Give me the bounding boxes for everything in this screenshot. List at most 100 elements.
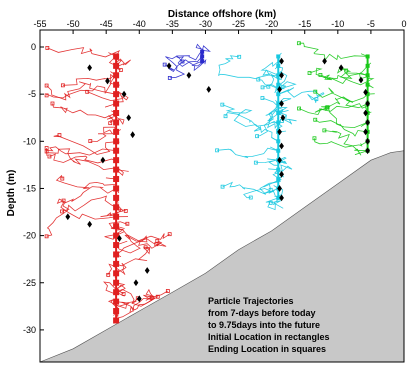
y-tick-label: -15 [23,183,36,193]
annotation-line-5: Ending Location in squares [208,344,326,354]
x-tick-label: -35 [166,19,179,29]
x-tick-label: -30 [199,19,212,29]
initial-location-rect [200,59,205,64]
y-tick-label: -30 [23,325,36,335]
initial-location-rect [113,317,120,324]
end-diamond-marker [363,128,368,136]
end-diamond-marker [87,220,93,228]
initial-location-rect [276,167,281,172]
y-tick-label: -5 [28,89,36,99]
end-location-square [260,85,265,90]
end-location-square [260,96,265,100]
x-tick-label: -25 [232,19,245,29]
annotation-line-2: from 7-days before today [208,308,316,318]
x-tick-label: -15 [298,19,311,29]
annotation-line-3: to 9.75days into the future [208,320,320,330]
end-diamond-marker [87,64,93,72]
initial-location-rect [365,63,370,68]
y-tick-label: -25 [23,278,36,288]
trajectory-line [61,186,117,212]
end-diamond-marker [277,185,282,192]
trajectory-line [225,112,279,142]
end-diamond-marker [365,119,370,126]
trajectory-line [115,288,156,307]
initial-location-rect [276,73,281,78]
end-diamond-marker [65,213,71,221]
initial-location-rect [113,204,120,211]
end-diamond-marker [277,156,282,164]
initial-location-rect [276,54,281,59]
trajectory-line [115,290,168,321]
end-diamond-marker [133,279,139,287]
x-tick-label: -55 [33,19,46,29]
trajectory-line [255,157,287,166]
end-diamond-marker [277,128,282,136]
end-location-square [44,83,49,88]
initial-location-rect [365,73,370,78]
trajectory-line [49,153,117,164]
end-location-square [313,89,318,94]
plot-frame [39,29,405,363]
end-location-square [220,184,225,189]
trajectory-line [320,74,375,89]
end-location-square [307,71,312,75]
end-diamond-marker [338,64,344,72]
initial-location-rect [113,81,120,88]
trajectory-line [56,198,117,220]
trajectory-line [165,56,203,79]
end-location-square [180,59,185,64]
trajectory-line [298,42,368,62]
end-location-square [322,128,327,133]
initial-location-rect [113,110,120,117]
end-diamond-marker [105,77,110,85]
initial-location-rect [113,138,120,145]
end-diamond-marker [166,62,172,70]
x-tick-label: -45 [100,19,113,29]
trajectory-line [314,119,368,137]
end-location-square [143,245,148,250]
initial-location-rect [113,213,120,220]
end-diamond-marker [126,114,132,122]
trajectory-line [106,115,125,125]
initial-location-rect [113,232,120,239]
initial-location-rect [113,147,120,154]
end-diamond-marker [279,57,284,65]
end-diamond-marker [363,88,368,96]
initial-location-rect [276,101,281,106]
trajectory-line [263,164,293,190]
end-location-square [44,234,49,239]
trajectory-line [52,103,117,119]
initial-location-rect [113,242,120,249]
end-location-square [85,89,90,94]
end-diamond-marker [117,235,122,242]
end-location-square [167,76,172,80]
trajectory-line [222,176,282,195]
initial-location-rect [113,100,120,107]
trajectory-line [115,238,167,255]
trajectory-line [55,174,117,190]
trajectory-line [46,81,117,101]
initial-location-rect [113,308,120,315]
initial-location-rect [113,62,120,69]
end-diamond-marker [365,147,370,155]
end-location-square [313,117,318,122]
initial-location-rect [276,92,281,97]
end-location-square [60,83,65,88]
end-location-square [223,114,228,119]
trajectory-line [319,103,370,112]
x-tick-label: -50 [67,19,80,29]
end-diamond-marker [136,295,142,303]
end-location-square [60,176,65,181]
end-diamond-marker [358,76,364,84]
initial-location-rect [113,72,120,79]
initial-location-rect [276,111,281,116]
trajectory-line [46,195,117,237]
end-diamond-marker [279,71,284,79]
end-diamond-marker [279,194,284,202]
end-location-square [256,77,261,82]
trajectory-line [314,138,368,148]
end-location-square [47,154,52,159]
end-diamond-marker [279,170,284,178]
end-diamond-marker [144,267,150,274]
